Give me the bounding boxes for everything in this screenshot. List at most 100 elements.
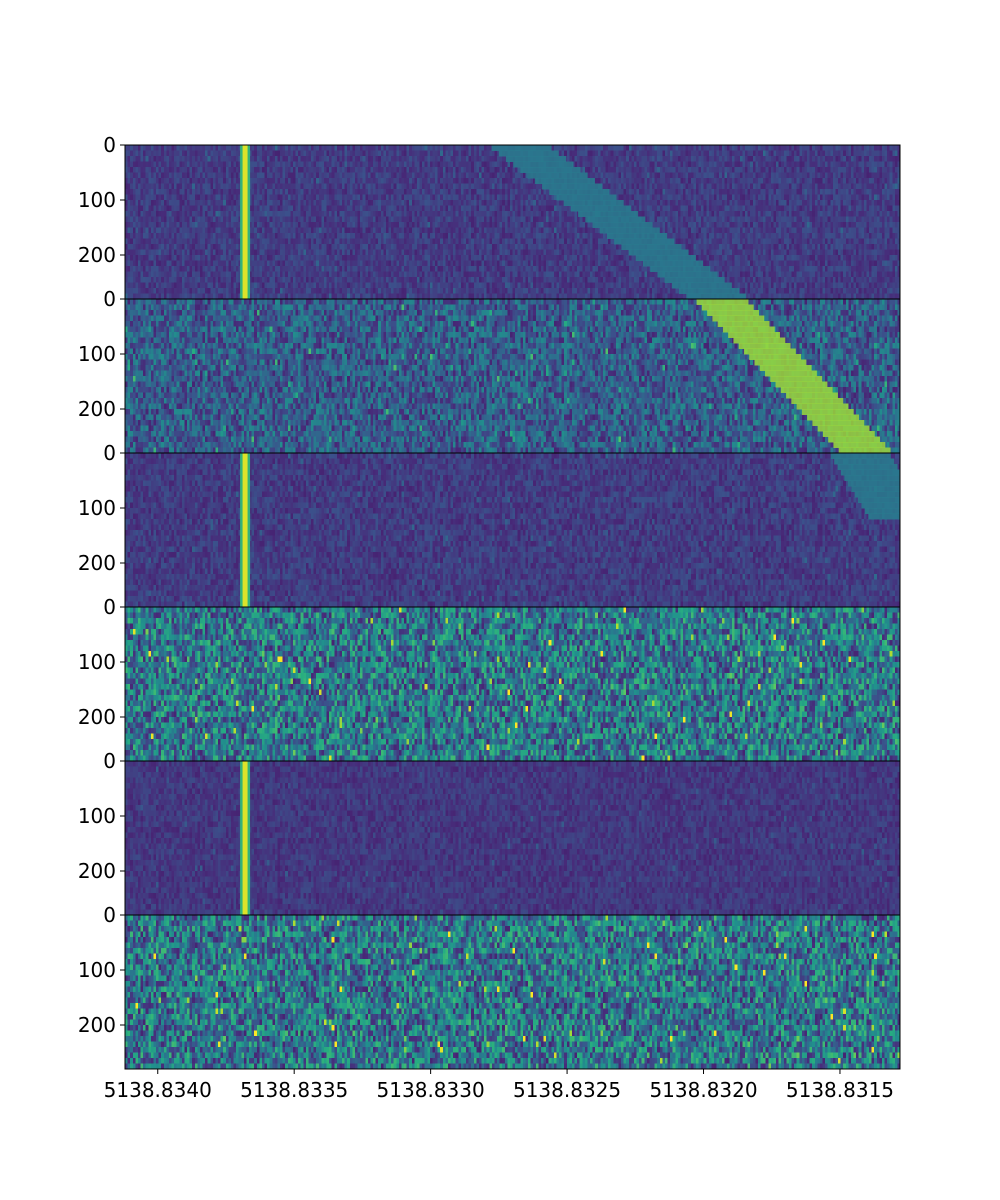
band-segment [585,216,646,223]
band-segment [837,464,898,470]
x-axis: 5138.8340 5138.8335 5138.8330 5138.8325 5138… [104,1069,894,1102]
band-segment [621,244,682,250]
band-segment [671,282,732,289]
heatmap-panel-1 [125,145,900,299]
band-segment [854,491,900,498]
spectral-line [242,145,248,299]
band-segment [864,508,900,514]
heatmap-noise-3 [125,453,900,607]
band-segment [834,458,895,465]
band-segment [830,453,891,459]
band-segment [542,183,603,190]
band-segment [686,293,747,299]
heatmap-panel-5 [125,761,900,915]
band-segment [770,376,823,382]
x-tick-label: 5138.8330 [377,1078,485,1102]
band-segment [657,271,718,278]
band-segment [817,425,870,432]
band-segment [635,255,696,261]
band-segment [578,211,639,217]
band-segment [505,156,567,162]
band-segment [606,233,667,239]
heatmap-panel-6 [125,915,900,1069]
heatmap-noise-4 [125,607,900,761]
band-segment [498,150,559,157]
x-tick-label: 5138.8325 [513,1078,621,1102]
band-segment [868,513,900,520]
y-tick-label: 200 [78,397,116,421]
band-segment [728,332,781,338]
y-tick-label: 200 [78,551,116,575]
y-tick-label: 200 [78,243,116,267]
band-segment [628,249,689,256]
band-segment [712,315,765,322]
heatmap-panel-2 [125,299,900,453]
band-segment [828,436,881,443]
band-segment [838,447,891,453]
y-tick-label: 100 [78,496,116,520]
band-segment [822,431,875,437]
x-tick-label: 5138.8340 [104,1078,212,1102]
band-segment [844,475,900,481]
band-segment [556,194,617,201]
band-segment [664,277,725,283]
band-segment [754,359,807,366]
band-segment [733,337,786,344]
band-segment [743,348,796,355]
band-segment [563,200,624,206]
heatmap-noise-5 [125,761,900,915]
panels-layer: 0 100 200 0 100 200 0 100 200 0 100 200 0 100 200 0 100 2… [78,133,901,1070]
heatmap-panel-4 [125,607,900,761]
band-segment [851,486,900,492]
band-segment [749,354,802,360]
y-tick-label: 100 [78,958,116,982]
band-segment [707,310,759,316]
band-segment [812,420,865,426]
band-segment [791,398,844,404]
band-segment [786,392,838,399]
band-segment [491,145,552,151]
spectral-line [242,761,248,915]
band-segment [796,403,849,410]
band-segment [807,414,859,421]
band-segment [775,381,828,388]
y-tick-label: 200 [78,859,116,883]
spectral-line [242,453,248,607]
band-segment [549,189,610,195]
band-segment [679,288,740,294]
band-segment [722,326,775,333]
y-tick-label: 100 [78,188,116,212]
band-segment [696,299,749,305]
band-segment [534,178,595,184]
band-segment [599,227,660,234]
band-segment [833,442,886,448]
band-segment [858,497,900,503]
band-segment [717,321,770,327]
y-tick-label: 100 [78,650,116,674]
band-segment [801,409,854,415]
heatmap-noise-1 [125,145,900,299]
heatmap-noise-6 [125,915,900,1069]
band-segment [738,343,791,349]
band-segment [759,365,812,371]
band-segment [642,260,704,267]
y-tick-label: 0 [103,749,116,773]
y-tick-label: 0 [103,903,116,927]
y-tick-label: 0 [103,287,116,311]
band-segment [840,469,900,476]
band-segment [780,387,833,393]
band-segment [614,238,675,245]
y-tick-label: 0 [103,441,116,465]
x-tick-label: 5138.8315 [786,1078,894,1102]
panel-frame [124,914,901,1070]
band-segment [527,172,588,179]
band-segment [701,304,754,311]
y-tick-label: 100 [78,804,116,828]
y-tick-label: 200 [78,705,116,729]
band-segment [570,205,631,212]
x-tick-label: 5138.8320 [649,1078,757,1102]
band-segment [861,502,900,509]
y-tick-label: 100 [78,342,116,366]
y-tick-label: 0 [103,133,116,157]
